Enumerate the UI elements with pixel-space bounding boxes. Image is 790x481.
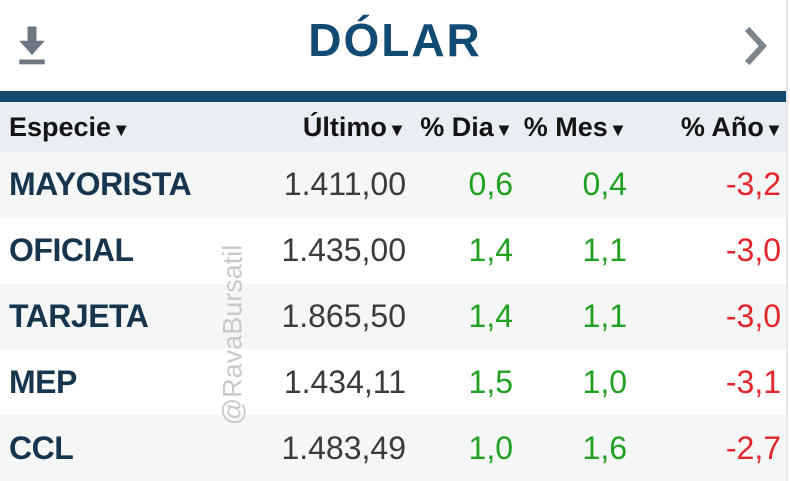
- sort-desc-icon: ▼: [764, 118, 783, 140]
- divider-bar: [0, 91, 786, 102]
- table-row-oficial[interactable]: OFICIAL 1.435,00 1,4 1,1 -3,0: [0, 217, 786, 284]
- ano-cell: -3,0: [725, 232, 781, 269]
- sort-desc-icon: ▼: [112, 118, 131, 140]
- mes-cell: 1,0: [582, 363, 627, 400]
- ano-cell: -3,1: [725, 363, 781, 400]
- mes-cell: 1,6: [582, 429, 627, 466]
- table-header: Especie▼ Último▼ % Dia▼ % Mes▼ % Año▼: [0, 102, 786, 152]
- ano-cell: -3,0: [725, 297, 781, 334]
- table-row-ccl[interactable]: CCL 1.483,49 1,0 1,6 -2,7: [0, 415, 786, 481]
- column-label: Especie: [9, 111, 112, 142]
- ano-cell: -2,7: [725, 429, 781, 466]
- next-button[interactable]: [740, 25, 770, 67]
- table-row-tarjeta[interactable]: TARJETA 1.865,50 1,4 1,1 -3,0: [0, 283, 786, 350]
- column-header-ultimo[interactable]: Último▼: [218, 112, 406, 143]
- column-header-especie[interactable]: Especie▼: [0, 112, 218, 143]
- table-row-mayorista[interactable]: MAYORISTA 1.411,00 0,6 0,4 -3,2: [0, 152, 786, 218]
- dia-cell: 1,4: [468, 297, 513, 334]
- especie-cell: MAYORISTA: [9, 166, 192, 203]
- ultimo-cell: 1.435,00: [281, 232, 406, 269]
- download-icon: [19, 26, 45, 64]
- table-body: MAYORISTA 1.411,00 0,6 0,4 -3,2 OFICIAL …: [0, 152, 786, 481]
- sort-desc-icon: ▼: [494, 118, 513, 140]
- column-label: Último: [302, 111, 387, 142]
- ultimo-cell: 1.434,11: [283, 363, 406, 400]
- column-header-ano[interactable]: % Año▼: [627, 112, 786, 143]
- table-row-mep[interactable]: MEP 1.434,11 1,5 1,0 -3,1: [0, 349, 786, 416]
- column-header-dia[interactable]: % Dia▼: [406, 112, 513, 143]
- dia-cell: 1,5: [468, 363, 513, 400]
- mes-cell: 1,1: [582, 232, 627, 269]
- column-header-mes[interactable]: % Mes▼: [513, 112, 627, 143]
- especie-cell: MEP: [9, 363, 77, 400]
- especie-cell: TARJETA: [9, 297, 149, 334]
- especie-cell: CCL: [9, 429, 74, 466]
- mes-cell: 0,4: [582, 166, 627, 203]
- sort-desc-icon: ▼: [608, 118, 627, 140]
- download-button[interactable]: [14, 25, 50, 67]
- especie-cell: OFICIAL: [9, 232, 134, 269]
- column-label: % Año: [680, 111, 764, 142]
- dia-cell: 1,4: [468, 232, 513, 269]
- sort-desc-icon: ▼: [387, 118, 406, 140]
- mes-cell: 1,1: [582, 297, 627, 334]
- widget-title: DÓLAR: [308, 14, 482, 67]
- ultimo-cell: 1.865,50: [281, 297, 406, 334]
- ultimo-cell: 1.411,00: [283, 166, 406, 203]
- dia-cell: 0,6: [468, 166, 513, 203]
- dia-cell: 1,0: [468, 429, 513, 466]
- column-label: % Dia: [420, 111, 494, 142]
- chevron-right-icon: [744, 26, 767, 65]
- widget-header: DÓLAR: [0, 0, 790, 91]
- ano-cell: -3,2: [725, 166, 781, 203]
- column-label: % Mes: [523, 111, 608, 142]
- ultimo-cell: 1.483,49: [281, 429, 406, 466]
